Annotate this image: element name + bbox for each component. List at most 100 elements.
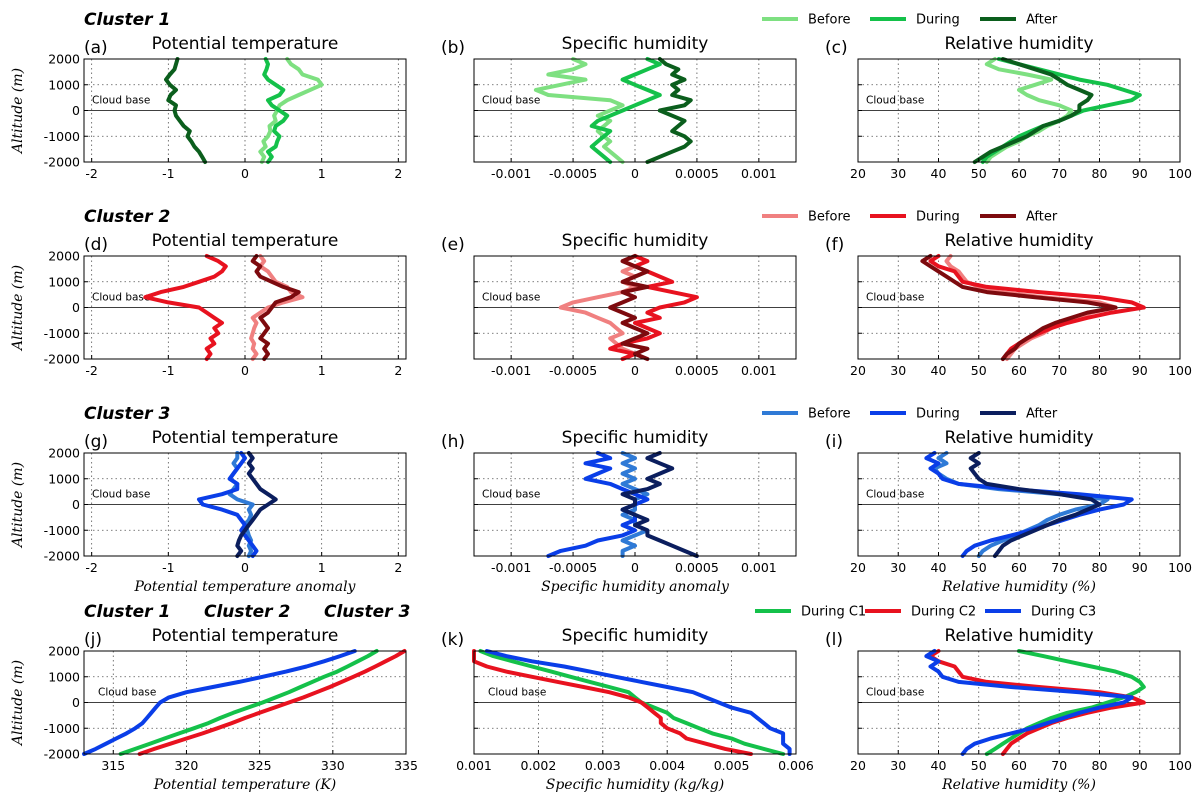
y-tick-label: 1000: [48, 274, 80, 289]
panel-title: Relative humidity: [944, 626, 1093, 646]
x-tick-label: 60: [1011, 166, 1027, 181]
series-line: [262, 57, 290, 164]
cloud-base-label: Cloud base: [866, 489, 924, 501]
legend-label: During C1: [801, 605, 866, 620]
legend-label: Before: [808, 13, 851, 28]
x-tick-label: 50: [971, 363, 987, 378]
x-tick-label: 1: [318, 363, 326, 378]
y-tick-label: 0: [72, 103, 80, 118]
legend-label: After: [1026, 210, 1058, 225]
x-tick-label: 100: [1168, 560, 1192, 575]
series-line: [968, 451, 1102, 558]
series-line: [484, 649, 792, 756]
x-tick-label: 100: [1168, 758, 1192, 773]
x-tick-label: 100: [1168, 166, 1192, 181]
x-tick-label: 2: [394, 166, 402, 181]
x-tick-label: -0.001: [491, 560, 531, 575]
panel-label: (a): [84, 38, 108, 58]
x-tick-label: 0: [631, 560, 639, 575]
x-tick-label: -1: [162, 166, 174, 181]
x-tick-label: 40: [931, 363, 947, 378]
x-axis-label: Relative humidity (%): [941, 579, 1096, 595]
x-tick-label: 0: [241, 166, 249, 181]
x-tick-label: 0: [631, 363, 639, 378]
series-line: [928, 649, 1146, 756]
x-tick-label: 30: [890, 758, 906, 773]
x-tick-label: 70: [1051, 363, 1067, 378]
cloud-base-label: Cloud base: [866, 95, 924, 107]
panel-title: Potential temperature: [152, 231, 339, 251]
x-tick-label: 80: [1092, 758, 1108, 773]
panel-label: (c): [825, 38, 848, 58]
x-tick-label: 0.004: [649, 758, 685, 773]
x-tick-label: 30: [890, 166, 906, 181]
legend-label: During: [916, 13, 960, 28]
x-tick-label: -2: [85, 166, 97, 181]
x-tick-label: 320: [175, 758, 199, 773]
x-tick-label: 0.006: [778, 758, 814, 773]
x-axis-label: Specific humidity anomaly: [541, 579, 730, 595]
panel-title: Relative humidity: [944, 231, 1093, 251]
x-tick-label: 330: [321, 758, 345, 773]
panel-title: Potential temperature: [152, 34, 339, 54]
cloud-base-label: Cloud base: [92, 489, 150, 501]
series-line: [82, 649, 357, 756]
cloud-base-label: Cloud base: [92, 292, 150, 304]
x-axis-label: Specific humidity (kg/kg): [546, 777, 725, 793]
series-line: [645, 57, 693, 164]
cluster-heading: Cluster 1: [84, 602, 170, 622]
x-tick-label: 80: [1092, 166, 1108, 181]
panel-title: Relative humidity: [944, 34, 1093, 54]
series-line: [558, 254, 637, 361]
x-tick-label: 20: [850, 758, 866, 773]
y-tick-label: 2000: [48, 52, 80, 67]
x-axis-label: Relative humidity (%): [941, 777, 1096, 793]
panel-label: (i): [825, 432, 843, 452]
cloud-base-label: Cloud base: [482, 489, 540, 501]
x-tick-label: 40: [931, 758, 947, 773]
legend-label: During C2: [911, 605, 976, 620]
legend-label: After: [1026, 13, 1058, 28]
cloud-base-label: Cloud base: [488, 687, 546, 699]
y-axis-label: Altitude (m): [10, 462, 26, 549]
legend-label: After: [1026, 407, 1058, 422]
panel-label: (f): [825, 235, 844, 255]
x-tick-label: 20: [850, 166, 866, 181]
series-line: [118, 649, 379, 756]
y-tick-label: 2000: [48, 446, 80, 461]
x-tick-label: 70: [1051, 560, 1067, 575]
series-line: [608, 254, 650, 361]
panel-label: (h): [441, 432, 465, 452]
cloud-base-label: Cloud base: [866, 292, 924, 304]
x-tick-label: -0.001: [491, 363, 531, 378]
x-tick-label: 60: [1011, 363, 1027, 378]
series-line: [164, 57, 208, 164]
x-tick-label: 0: [631, 166, 639, 181]
legend-label: During: [916, 407, 960, 422]
panel-label: (b): [441, 38, 465, 58]
x-tick-label: -2: [85, 363, 97, 378]
y-tick-label: -2000: [44, 155, 80, 170]
x-tick-label: 30: [890, 363, 906, 378]
series-line: [250, 254, 301, 361]
x-tick-label: 90: [1132, 758, 1148, 773]
panel-title: Relative humidity: [944, 428, 1093, 448]
x-tick-label: 90: [1132, 166, 1148, 181]
x-tick-label: -1: [162, 363, 174, 378]
x-tick-label: 60: [1011, 758, 1027, 773]
series-line: [984, 649, 1146, 756]
panel-title: Potential temperature: [152, 626, 339, 646]
x-tick-label: 50: [971, 758, 987, 773]
x-tick-label: 0.001: [741, 560, 777, 575]
x-tick-label: 0.002: [521, 758, 557, 773]
y-tick-label: 1000: [48, 471, 80, 486]
y-tick-label: 0: [72, 695, 80, 710]
x-tick-label: 30: [890, 560, 906, 575]
legend-label: Before: [808, 210, 851, 225]
series-line: [137, 649, 407, 756]
x-tick-label: -0.001: [491, 166, 531, 181]
cloud-base-label: Cloud base: [92, 95, 150, 107]
x-tick-label: 1: [318, 166, 326, 181]
x-tick-label: 40: [931, 166, 947, 181]
y-axis-label: Altitude (m): [10, 68, 26, 155]
